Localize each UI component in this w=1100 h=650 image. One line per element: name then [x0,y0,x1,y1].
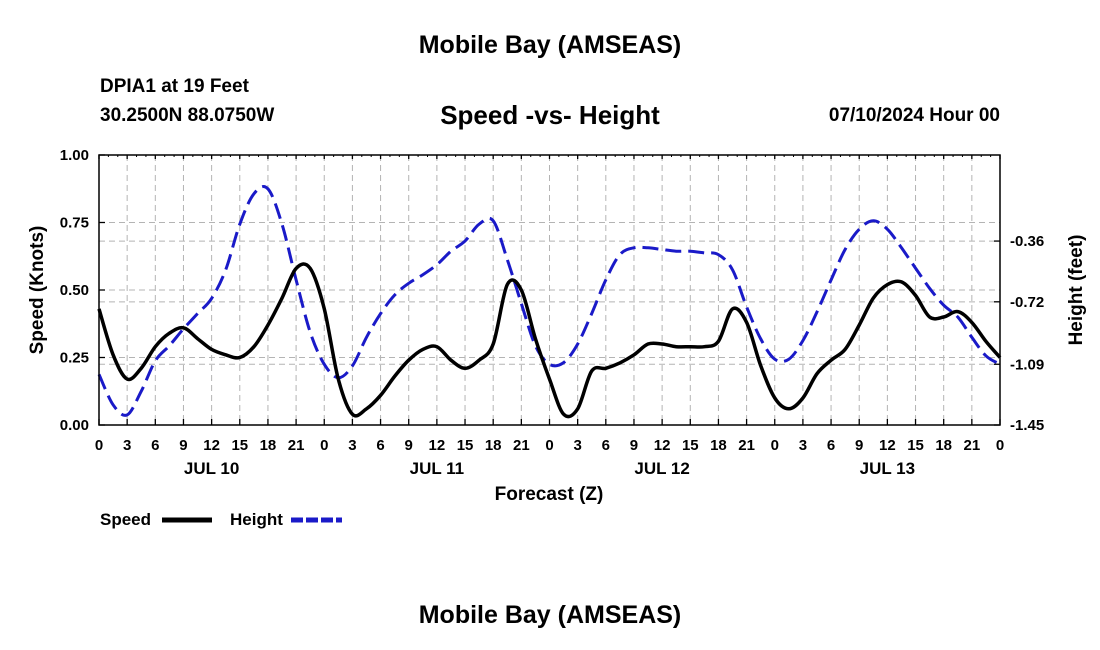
x-tick-label: 3 [348,437,356,454]
x-tick-label: 15 [457,437,474,454]
y-tick-label: 0.25 [60,350,89,367]
chart-title: Mobile Bay (AMSEAS) [418,31,682,59]
x-tick-label: 18 [710,437,727,454]
series-lines [97,185,1002,419]
y-tick-label: 0.75 [60,215,89,232]
day-label: JUL 10 [184,459,239,478]
x-axis-tick-labels: 0 3 6 9 12 15 18 21 0 3 6 9 12 15 18 21 0 3 6 9 12 15 18 21 0 3 6 9… [95,437,1004,454]
x-tick-label: 12 [203,437,220,454]
x-tick-label: 21 [288,437,305,454]
y2-tick-label: -1.09 [1010,356,1044,373]
y-tick-label: 0.50 [60,282,89,299]
grid-lines [99,155,1000,425]
x-tick-label: 18 [485,437,502,454]
legend-height-label: Height [230,510,283,529]
x-tick-label: 6 [827,437,835,454]
y2-axis-label: Height (feet) [1066,235,1087,346]
speed-series-line [97,262,1002,419]
y-axis-label: Speed (Knots) [27,226,48,355]
x-tick-label: 0 [545,437,553,454]
x-tick-label: 0 [95,437,103,454]
x-tick-label: 0 [320,437,328,454]
y-axis-tick-labels: 0.00 0.25 0.50 0.75 1.00 [60,147,89,434]
legend-speed-label: Speed [100,510,151,529]
day-label: JUL 11 [410,459,465,478]
chart-subtitle: Speed -vs- Height [440,100,660,130]
x-tick-label: 21 [964,437,981,454]
x-tick-label: 21 [513,437,530,454]
x-tick-label: 12 [879,437,896,454]
day-labels: JUL 10 JUL 11 JUL 12 JUL 13 [184,459,915,478]
forecast-datetime: 07/10/2024 Hour 00 [828,105,1000,126]
chart-title-repeat: Mobile Bay (AMSEAS) [418,601,682,629]
coordinates-label: 30.2500N 88.0750W [100,105,275,126]
y2-tick-label: -0.72 [1010,294,1044,311]
day-label: JUL 12 [634,459,689,478]
x-tick-label: 6 [602,437,610,454]
x-tick-label: 15 [907,437,924,454]
y-tick-label: 1.00 [60,147,89,164]
x-tick-label: 9 [179,437,187,454]
x-tick-label: 0 [771,437,779,454]
x-tick-label: 21 [738,437,755,454]
x-tick-label: 18 [935,437,952,454]
y2-axis-tick-labels: -0.36 -0.72 -1.09 -1.45 [1010,233,1044,434]
legend: Speed Height [100,510,342,529]
x-tick-label: 18 [260,437,277,454]
x-tick-label: 0 [996,437,1004,454]
station-label: DPIA1 at 19 Feet [100,76,249,97]
x-tick-label: 3 [799,437,807,454]
x-tick-label: 9 [855,437,863,454]
x-tick-label: 9 [405,437,413,454]
height-series-line [97,185,1001,417]
x-tick-label: 15 [231,437,248,454]
day-label: JUL 13 [860,459,915,478]
x-tick-label: 3 [123,437,131,454]
x-tick-label: 9 [630,437,638,454]
y2-tick-label: -0.36 [1010,233,1044,250]
x-tick-label: 6 [376,437,384,454]
y2-tick-label: -1.45 [1010,417,1044,434]
x-tick-label: 15 [682,437,699,454]
x-tick-label: 12 [654,437,671,454]
x-tick-label: 3 [573,437,581,454]
axis-ticks [98,154,1001,426]
x-axis-label: Forecast (Z) [495,484,604,505]
x-tick-label: 12 [429,437,446,454]
y-tick-label: 0.00 [60,417,89,434]
x-tick-label: 6 [151,437,159,454]
